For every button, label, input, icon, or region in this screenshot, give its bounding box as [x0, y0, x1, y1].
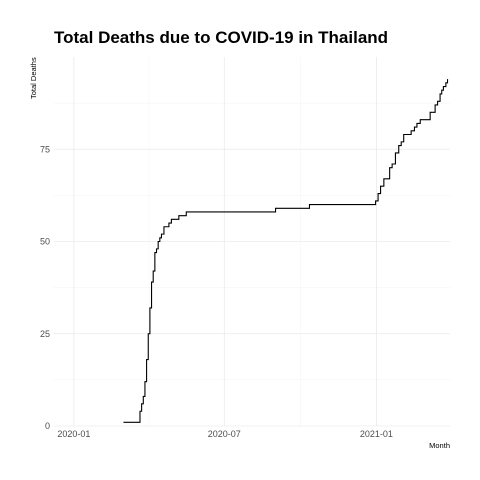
grid-lines: [54, 57, 450, 427]
y-tick-label: 0: [45, 421, 50, 431]
series-line-total-deaths: [123, 79, 449, 423]
y-tick-label: 75: [40, 144, 50, 154]
x-tick-label: 2021-01: [360, 429, 393, 439]
x-tick-label: 2020-07: [208, 429, 241, 439]
y-tick-label: 25: [40, 329, 50, 339]
y-axis-label: Total Deaths: [29, 57, 38, 99]
chart-title: Total Deaths due to COVID-19 in Thailand: [54, 28, 388, 47]
series-group: [123, 79, 449, 423]
y-axis-ticks: 0 25 50 75: [40, 144, 50, 431]
x-axis-ticks: 2020-01 2020-07 2021-01: [57, 429, 393, 439]
y-tick-label: 50: [40, 237, 50, 247]
x-tick-label: 2020-01: [57, 429, 90, 439]
x-axis-label: Month: [429, 441, 450, 450]
